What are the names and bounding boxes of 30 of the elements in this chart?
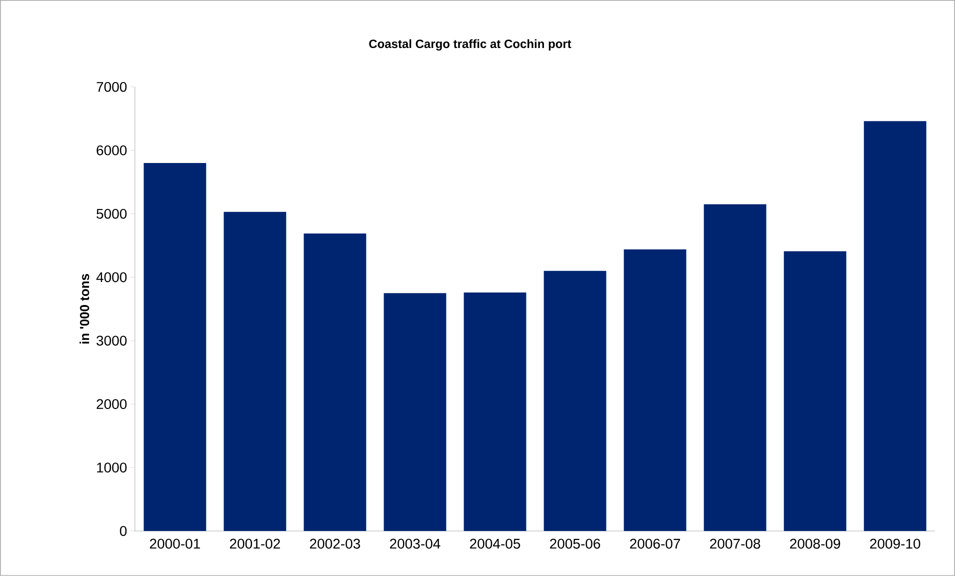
bar xyxy=(224,212,286,532)
x-tick-label: 2001-02 xyxy=(230,538,280,549)
chart-title: Coastal Cargo traffic at Cochin port xyxy=(369,39,572,51)
x-tick-label: 2003-04 xyxy=(390,538,440,549)
x-tick-label: 2007-08 xyxy=(710,538,760,549)
y-tick-label: 1000 xyxy=(97,462,127,473)
bar xyxy=(304,234,366,532)
bar xyxy=(544,270,606,532)
y-tick-label: 0 xyxy=(120,526,127,536)
y-tick-label: 5000 xyxy=(96,208,127,219)
x-tick-label: 2005-06 xyxy=(550,538,600,549)
x-tick-label: 2006-07 xyxy=(630,538,680,549)
y-axis-title: in '000 tons xyxy=(80,274,90,344)
y-tick-label: 3000 xyxy=(96,336,127,346)
bar xyxy=(384,293,446,532)
y-tick-label: 2000 xyxy=(96,399,127,410)
x-tick-label: 2002-03 xyxy=(310,538,360,549)
bar xyxy=(864,121,926,532)
y-tick-label: 7000 xyxy=(96,82,127,92)
x-tick-label: 2000-01 xyxy=(150,538,200,549)
y-tick-label: 6000 xyxy=(96,145,127,156)
bar xyxy=(784,251,846,532)
bar xyxy=(624,249,686,532)
x-tick-label: 2004-05 xyxy=(470,538,520,549)
x-tick-label: 2008-09 xyxy=(790,538,840,549)
y-tick-label: 4000 xyxy=(96,272,127,282)
bar xyxy=(464,292,526,532)
x-tick-label: 2009-10 xyxy=(870,538,920,549)
bar xyxy=(704,204,766,532)
bar xyxy=(144,163,206,532)
